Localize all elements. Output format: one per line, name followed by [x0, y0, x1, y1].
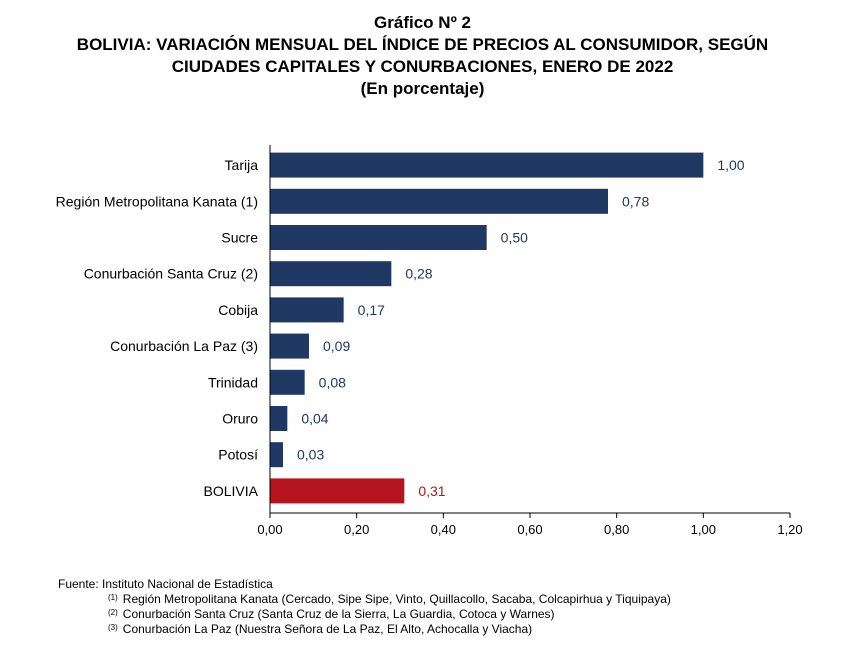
footnote-1: (1) Región Metropolitana Kanata (Cercado,…	[58, 592, 671, 607]
bar	[270, 152, 704, 178]
data-label: 0,78	[622, 193, 649, 209]
chart-title-line-1: BOLIVIA: VARIACIÓN MENSUAL DEL ÍNDICE DE…	[76, 35, 769, 54]
data-label: 0,31	[418, 483, 445, 499]
footnote-3-marker: (3)	[108, 623, 118, 632]
data-label: 0,09	[323, 338, 350, 354]
category-label: Región Metropolitana Kanata (1)	[56, 193, 258, 209]
footnote-1-marker: (1)	[108, 593, 118, 602]
chart-title-block: Gráfico Nº 2 BOLIVIA: VARIACIÓN MENSUAL …	[0, 12, 845, 100]
x-tick-label: 0,00	[257, 522, 282, 537]
footnote-3-text: Conurbación La Paz (Nuestra Señora de La…	[122, 622, 533, 636]
bar	[270, 442, 283, 468]
data-label: 0,08	[319, 374, 346, 390]
x-tick-label: 0,60	[517, 522, 542, 537]
category-label: Sucre	[221, 230, 258, 246]
chart-number: Gráfico Nº 2	[374, 13, 471, 32]
footnote-2-marker: (2)	[108, 608, 118, 617]
category-label: Conurbación La Paz (3)	[110, 338, 258, 354]
data-label: 0,04	[301, 411, 328, 427]
category-label: Conurbación Santa Cruz (2)	[84, 266, 258, 282]
category-label: Potosí	[218, 447, 258, 463]
x-tick-label: 1,20	[777, 522, 802, 537]
bar	[270, 297, 344, 323]
chart-notes: Fuente: Instituto Nacional de Estadístic…	[58, 577, 671, 637]
data-label: 0,17	[358, 302, 385, 318]
data-label: 0,28	[405, 266, 432, 282]
data-label: 0,03	[297, 447, 324, 463]
bar	[270, 188, 608, 214]
x-tick-label: 1,00	[691, 522, 716, 537]
bar	[270, 478, 405, 504]
bar	[270, 406, 288, 431]
category-label: Cobija	[218, 302, 258, 318]
x-tick-label: 0,80	[604, 522, 629, 537]
category-label: Oruro	[222, 411, 258, 427]
chart-subtitle: (En porcentaje)	[360, 79, 485, 98]
bar	[270, 261, 392, 287]
footnote-1-text: Región Metropolitana Kanata (Cercado, Si…	[122, 592, 671, 606]
x-tick-label: 0,40	[431, 522, 456, 537]
category-label: BOLIVIA	[204, 483, 259, 499]
category-label: Trinidad	[208, 374, 258, 390]
footnote-2-text: Conurbación Santa Cruz (Santa Cruz de la…	[122, 607, 555, 621]
data-label: 1,00	[717, 157, 744, 173]
data-label: 0,50	[501, 230, 528, 246]
footnote-2: (2) Conurbación Santa Cruz (Santa Cruz de…	[58, 607, 671, 622]
bar	[270, 333, 309, 359]
category-label: Tarija	[225, 157, 259, 173]
bar	[270, 369, 305, 395]
footnote-3: (3) Conurbación La Paz (Nuestra Señora de…	[58, 622, 671, 637]
source-note: Fuente: Instituto Nacional de Estadístic…	[58, 577, 273, 591]
chart-title-line-2: CIUDADES CAPITALES Y CONURBACIONES, ENER…	[171, 57, 674, 76]
x-tick-label: 0,20	[344, 522, 369, 537]
bar	[270, 225, 487, 250]
